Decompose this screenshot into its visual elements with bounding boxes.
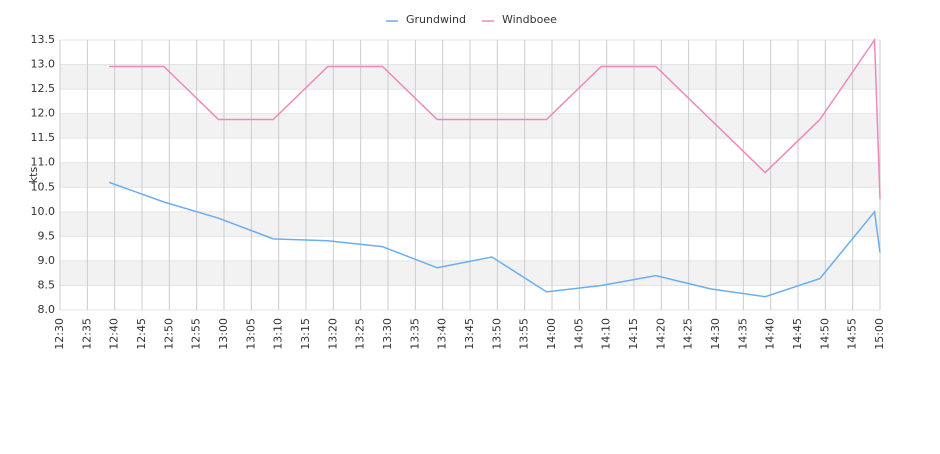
x-tick-label: 12:30 [53, 318, 66, 350]
y-tick-label: 11.0 [31, 156, 56, 169]
x-tick-label: 14:30 [709, 318, 722, 350]
data-line [109, 37, 881, 200]
y-tick-label: 10.5 [31, 180, 56, 193]
x-tick-label: 13:35 [408, 318, 421, 350]
x-tick-label: 15:00 [873, 318, 886, 350]
x-tick-label: 14:40 [764, 318, 777, 350]
y-tick-label: 9.5 [38, 229, 56, 242]
y-tick-label: 13.5 [31, 33, 56, 46]
x-tick-label: 12:55 [190, 318, 203, 350]
y-tick-label: 8.0 [38, 303, 56, 316]
x-tick-label: 12:35 [80, 318, 93, 350]
x-tick-label: 13:55 [518, 318, 531, 350]
y-axis-label: kts [27, 167, 40, 184]
x-tick-label: 13:40 [436, 318, 449, 350]
x-tick-label: 12:40 [108, 318, 121, 350]
x-tick-label: 14:15 [627, 318, 640, 350]
x-tick-label: 14:05 [572, 318, 585, 350]
legend-label: Windboee [502, 13, 557, 26]
y-tick-label: 8.5 [38, 278, 56, 291]
x-tick-label: 13:20 [326, 318, 339, 350]
y-tick-label: 13.0 [31, 58, 56, 71]
y-tick-label: 12.0 [31, 107, 56, 120]
y-tick-label: 10.0 [31, 205, 56, 218]
x-tick-label: 12:45 [135, 318, 148, 350]
x-tick-label: 14:10 [600, 318, 613, 350]
y-tick-label: 11.5 [31, 131, 56, 144]
x-tick-label: 14:45 [791, 318, 804, 350]
x-tick-label: 13:50 [490, 318, 503, 350]
x-tick-label: 13:00 [217, 318, 230, 350]
x-tick-label: 12:50 [162, 318, 175, 350]
x-tick-label: 14:20 [654, 318, 667, 350]
x-tick-label: 13:10 [272, 318, 285, 350]
x-tick-label: 13:25 [354, 318, 367, 350]
y-tick-label: 12.5 [31, 82, 56, 95]
x-tick-label: 14:55 [846, 318, 859, 350]
x-tick-label: 13:15 [299, 318, 312, 350]
x-tick-label: 13:45 [463, 318, 476, 350]
data-line [108, 181, 881, 298]
x-tick-label: 13:05 [244, 318, 257, 350]
y-tick-label: 9.0 [38, 254, 56, 267]
x-tick-label: 13:30 [381, 318, 394, 350]
x-tick-label: 14:25 [682, 318, 695, 350]
x-tick-label: 14:00 [545, 318, 558, 350]
x-tick-label: 14:35 [736, 318, 749, 350]
x-tick-label: 14:50 [818, 318, 831, 350]
legend-label: Grundwind [406, 13, 466, 26]
